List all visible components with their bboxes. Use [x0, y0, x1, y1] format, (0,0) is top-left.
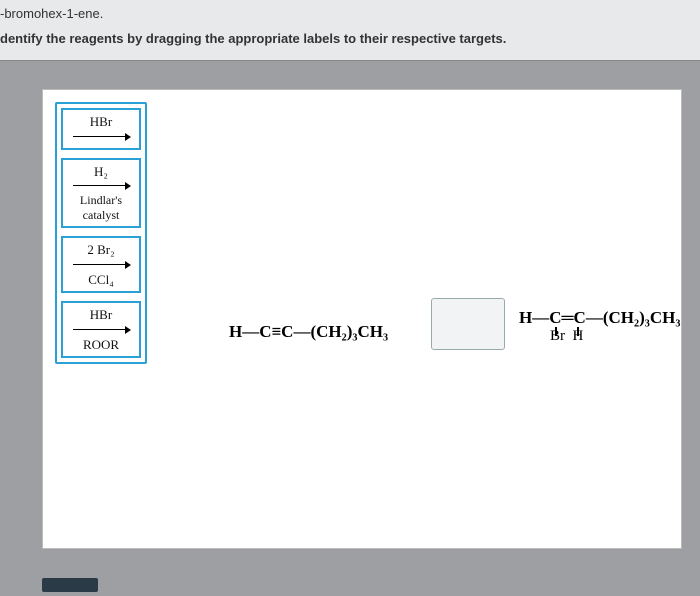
arrow-icon — [67, 260, 135, 270]
reagent-label: HBr — [67, 113, 135, 131]
product-formula: H―C═C―(CH₂)₃CH₃ — [519, 308, 680, 328]
reactant-formula: H―C≡C―(CH₂)₃CH₃ — [229, 322, 388, 342]
reagent-label — [67, 143, 135, 145]
product-substituents: Br H — [550, 328, 583, 345]
arrow-icon — [67, 181, 135, 191]
arrow-icon — [67, 132, 135, 142]
arrow-icon — [67, 325, 135, 335]
footer-controls — [42, 578, 162, 592]
reagent-label: CCl₄ — [67, 271, 135, 289]
compound-name-fragment: -bromohex-1-ene. — [0, 6, 700, 21]
reagent-option-h2-lindlar[interactable]: H₂ Lindlar's catalyst — [61, 158, 141, 228]
instruction-text: dentify the reagents by dragging the app… — [0, 31, 700, 46]
header: -bromohex-1-ene. dentify the reagents by… — [0, 0, 700, 61]
substituent-h: H — [573, 328, 584, 344]
reagent-drop-target[interactable] — [431, 298, 505, 350]
reagent-label: HBr — [67, 306, 135, 324]
reagent-palette: HBr H₂ Lindlar's catalyst 2 Br₂ CCl₄ HBr… — [55, 102, 147, 364]
reagent-option-hbr[interactable]: HBr — [61, 108, 141, 150]
submit-button[interactable] — [42, 578, 98, 592]
substituent-br: Br — [550, 328, 565, 344]
reaction-area: H―C≡C―(CH₂)₃CH₃ H―C═C―(CH₂)₃CH₃ Br H — [193, 90, 669, 548]
reagent-option-hbr-roor[interactable]: HBr ROOR — [61, 301, 141, 358]
reagent-label: H₂ — [67, 163, 135, 181]
exercise-panel: HBr H₂ Lindlar's catalyst 2 Br₂ CCl₄ HBr… — [42, 89, 682, 549]
reagent-label: ROOR — [67, 336, 135, 354]
reagent-label: 2 Br₂ — [67, 241, 135, 259]
reagent-label: Lindlar's catalyst — [67, 192, 135, 223]
reagent-option-br2-ccl4[interactable]: 2 Br₂ CCl₄ — [61, 236, 141, 293]
